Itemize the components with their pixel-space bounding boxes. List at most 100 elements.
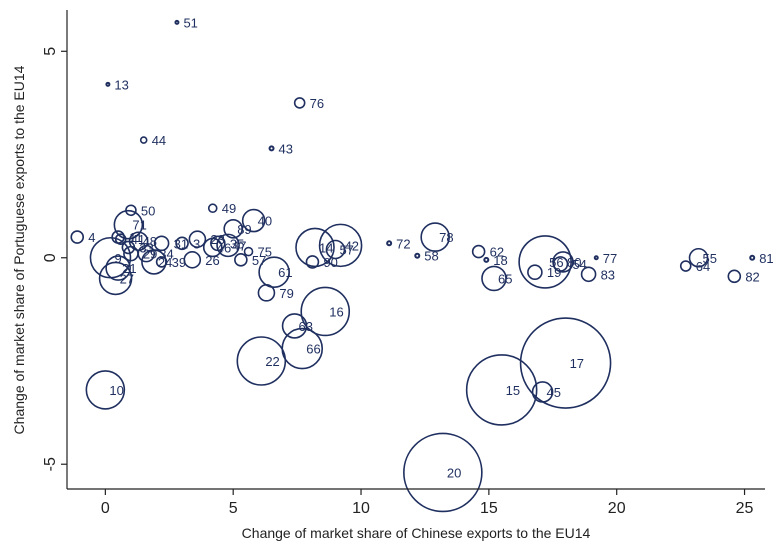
bubble-point-31 <box>153 235 170 252</box>
bubble-point-41 <box>114 233 127 245</box>
bubble-label: 11 <box>129 230 143 245</box>
bubble-label: 89 <box>237 222 251 237</box>
bubble-point-58 <box>414 252 421 259</box>
bubble-label: 33 <box>139 240 153 255</box>
bubble-label: 61 <box>278 265 292 280</box>
bubble-point-16 <box>300 286 351 337</box>
bubble-point-43 <box>268 145 275 152</box>
bubble-point-44 <box>139 136 148 144</box>
y-tick-label: 0 <box>42 253 59 262</box>
bubble-label: 16 <box>329 304 343 319</box>
bubble-point-76 <box>293 97 306 109</box>
bubble-label: 66 <box>306 342 320 357</box>
bubble-label: 90 <box>323 255 337 270</box>
bubble-label: 39 <box>172 255 186 270</box>
bubble-point-75 <box>243 246 254 257</box>
bubble-label: 57 <box>339 243 353 258</box>
bubble-label: 83 <box>601 267 615 282</box>
bubble-label: 3 <box>193 236 200 251</box>
bubble-label: 35 <box>230 236 244 251</box>
bubble-label: 58 <box>424 249 438 264</box>
y-ticks: -5 0 5 <box>42 47 67 471</box>
bubble-label: 17 <box>570 356 584 371</box>
x-tick-label: 0 <box>101 500 110 517</box>
bubble-point-35 <box>210 235 226 252</box>
bubble-point-19 <box>527 264 543 281</box>
bubble-point-56 <box>518 235 572 289</box>
bubble-point-57 <box>325 239 346 260</box>
bubble-point-22 <box>236 336 287 386</box>
bubble-point-18 <box>483 256 490 263</box>
bubble-point-82 <box>727 269 742 284</box>
x-tick-label: 15 <box>480 500 498 517</box>
bubble-label: 51 <box>183 15 197 30</box>
bubble-label: 44 <box>152 133 166 148</box>
bubble-point-77 <box>593 255 599 261</box>
bubble-label: 43 <box>279 141 293 156</box>
bubble-label: 56 <box>549 255 563 270</box>
bubble-label: 42 <box>345 238 359 253</box>
bubble-point-79 <box>257 284 276 302</box>
bubble-label: 82 <box>745 269 759 284</box>
bubble-label: 10 <box>109 383 123 398</box>
bubble-point-15 <box>465 354 538 426</box>
bubble-point-46 <box>202 237 223 258</box>
bubble-point-65 <box>481 265 507 292</box>
bubble-label: 55 <box>703 251 717 266</box>
axes-layer <box>66 10 765 490</box>
bubble-point-54 <box>552 256 569 272</box>
x-tick-label: 10 <box>352 500 370 517</box>
x-tick-label: 20 <box>608 500 626 517</box>
bubble-label: 18 <box>493 253 507 268</box>
bubble-point-20 <box>403 432 483 513</box>
bubble-label: 75 <box>258 245 272 260</box>
bubble-point-33 <box>121 240 136 255</box>
bubble-point-89 <box>223 219 243 239</box>
bubble-point-34 <box>137 244 156 263</box>
bubble-label: 77 <box>603 251 617 266</box>
bubble-label: 57 <box>252 253 266 268</box>
bubble-label: 72 <box>396 236 410 251</box>
bubble-point-61 <box>258 256 290 289</box>
x-tick-label: 25 <box>736 500 754 517</box>
bubble-label: 81 <box>759 251 773 266</box>
bubble-label: 64 <box>696 259 710 274</box>
bubble-layer: 51 13 76 44 43 50 49 40 71 89 78 4 7 24 21 4 57 62 58 18 75 4… <box>70 15 774 513</box>
bubble-label: 65 <box>498 271 512 286</box>
x-axis-title: Change of market share of Chinese export… <box>242 525 591 541</box>
bubble-point-42 <box>318 223 363 268</box>
bubble-point-57 <box>234 253 248 267</box>
bubble-point-51 <box>174 19 180 25</box>
bubble-label: 21 <box>122 261 136 276</box>
bubble-point-40 <box>241 208 266 233</box>
bubble-label: 24 <box>158 255 172 270</box>
bubble-label: 49 <box>222 201 236 216</box>
bubble-label: 27 <box>120 271 134 286</box>
bubble-label: 4 <box>88 230 95 245</box>
bubble-label: 62 <box>490 245 504 260</box>
bubble-point-64 <box>679 260 692 272</box>
bubble-point-83 <box>580 266 597 283</box>
bubble-point-78 <box>420 222 450 252</box>
bubble-point-10 <box>85 370 126 410</box>
bubble-label: 41 <box>131 232 145 247</box>
bubble-point-26 <box>183 251 202 269</box>
bubble-label: 50 <box>141 203 155 218</box>
bubble-point-55 <box>688 247 709 268</box>
bubble-label: 79 <box>279 286 293 301</box>
bubble-point-3 <box>175 236 189 251</box>
bubble-label: 54 <box>572 257 586 272</box>
bubble-point-81 <box>749 254 756 261</box>
bubble-point-47 <box>216 233 240 258</box>
bubble-label: 76 <box>310 96 324 111</box>
y-tick-label: 5 <box>42 47 59 56</box>
bubble-point-71 <box>113 209 144 240</box>
bubble-point-62 <box>471 244 486 259</box>
bubble-label: 34 <box>159 247 173 262</box>
bubble-label: 40 <box>258 214 272 229</box>
y-axis-title: Change of market share of Portuguese exp… <box>11 65 27 434</box>
bubble-label: 15 <box>506 383 520 398</box>
bubble-label: 45 <box>547 385 561 400</box>
